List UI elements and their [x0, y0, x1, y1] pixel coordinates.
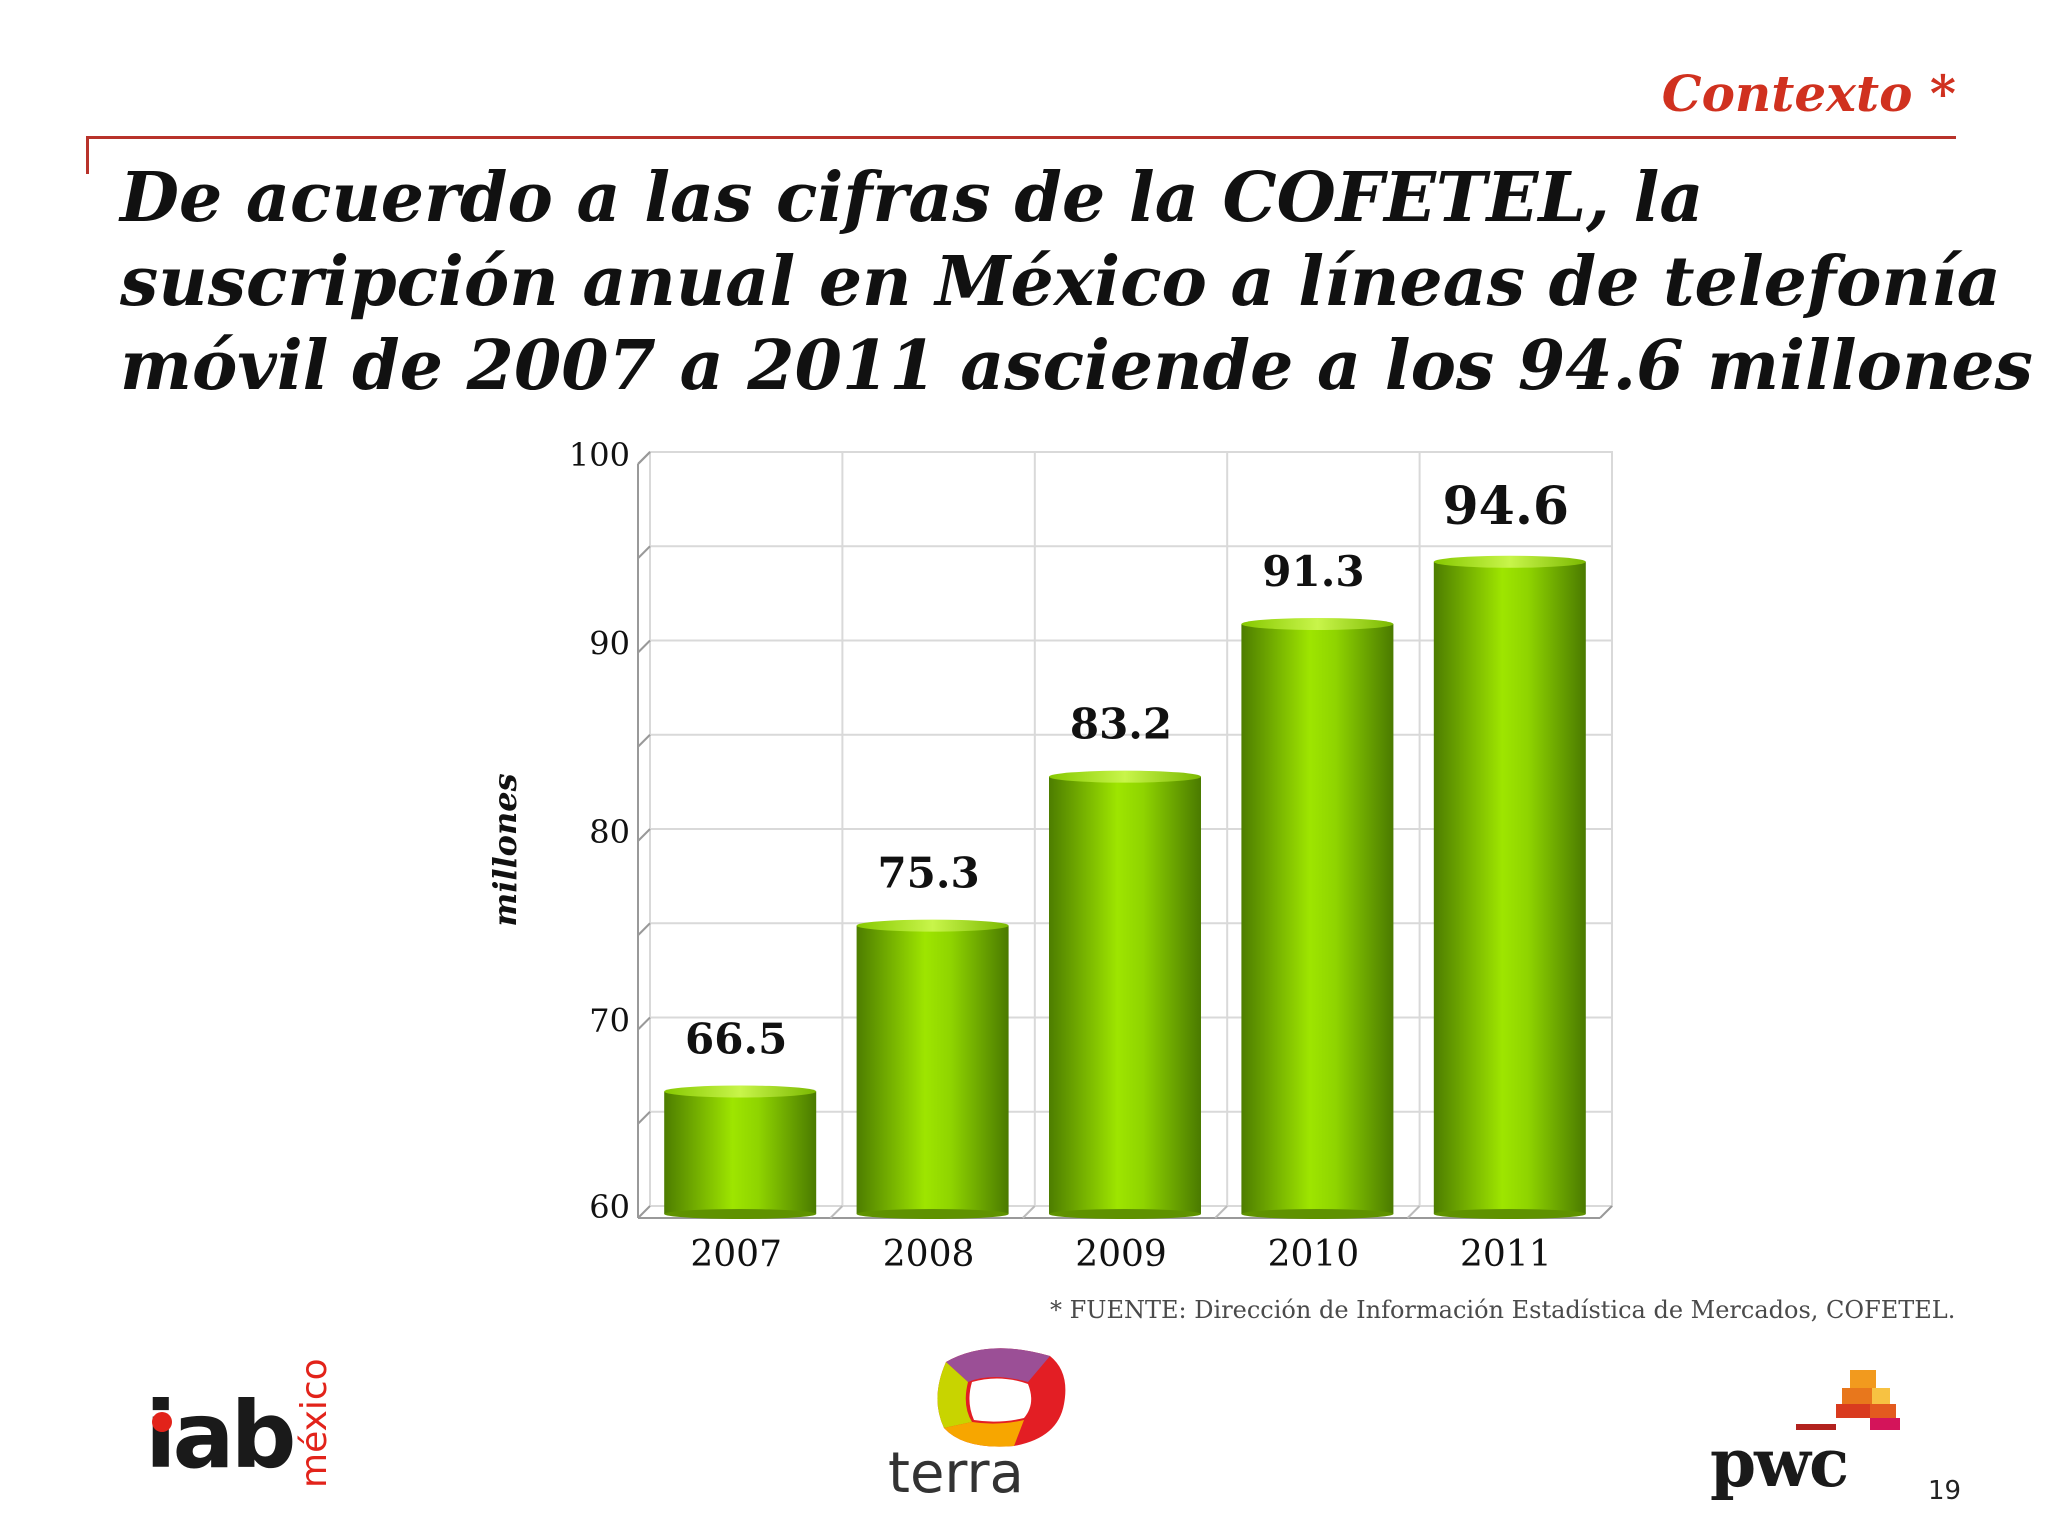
- floor-divider: [1022, 1205, 1036, 1219]
- x-axis-depth-edge: [1599, 1205, 1613, 1219]
- bar-cap: [1433, 555, 1586, 568]
- data-label: 75.3: [877, 849, 979, 898]
- bar: [664, 1091, 817, 1214]
- bar-base: [1241, 1209, 1394, 1219]
- headline-line: móvil de 2007 a 2011 asciende a los 94.6…: [120, 326, 2033, 406]
- iab-logo-subtext: méxico: [294, 1358, 335, 1488]
- bar: [856, 925, 1009, 1214]
- terra-logo-text: terra: [888, 1441, 1024, 1506]
- y-tick-label: 100: [569, 436, 630, 474]
- headline: De acuerdo a las cifras de la COFETEL, l…: [120, 156, 2033, 408]
- iab-logo-dot: [152, 1412, 172, 1432]
- y-tick-label: 90: [589, 625, 630, 663]
- data-label: 83.2: [1070, 700, 1172, 749]
- iab-logo-text: iab: [145, 1382, 296, 1489]
- x-tick-label: 2008: [883, 1234, 975, 1275]
- y-axis-tick: [637, 828, 651, 842]
- terra-logo-mark: [937, 1348, 1066, 1447]
- bar-cap: [664, 1085, 817, 1098]
- y-axis-tick: [637, 451, 651, 465]
- headline-line: suscripción anual en México a líneas de …: [120, 242, 2001, 322]
- y-axis-tick: [637, 734, 651, 748]
- bar-cap: [1049, 770, 1201, 783]
- source-note: * FUENTE: Dirección de Información Estad…: [1050, 1296, 1956, 1324]
- y-axis-tick: [637, 1205, 651, 1219]
- pwc-logo-mark: [1796, 1370, 1900, 1430]
- data-label: 91.3: [1262, 547, 1364, 596]
- y-tick-label: 70: [589, 1002, 630, 1040]
- bar: [1433, 561, 1586, 1214]
- x-tick-label: 2007: [690, 1234, 782, 1275]
- bar: [1049, 776, 1201, 1214]
- y-axis-tick: [637, 1016, 651, 1031]
- floor-divider: [1214, 1205, 1228, 1219]
- bar-base: [1049, 1209, 1201, 1219]
- floor-divider: [829, 1205, 844, 1219]
- x-tick-label: 2009: [1075, 1234, 1167, 1275]
- y-axis-tick: [637, 639, 651, 654]
- y-axis-tick: [637, 545, 651, 559]
- terra-logo: terra: [880, 1342, 1110, 1512]
- bar-base: [856, 1209, 1009, 1219]
- y-tick-label: 80: [589, 813, 630, 851]
- x-tick-label: 2011: [1460, 1234, 1552, 1275]
- section-label: Contexto *: [1661, 64, 1956, 123]
- y-axis-label: millones: [486, 773, 524, 926]
- data-label: 94.6: [1442, 476, 1569, 537]
- bar: [1241, 623, 1394, 1214]
- y-axis-tick: [637, 1111, 651, 1125]
- bar-base: [664, 1209, 817, 1219]
- header-rule-corner: [86, 136, 89, 174]
- bar-cap: [1241, 617, 1394, 630]
- y-tick-label: 60: [589, 1188, 630, 1226]
- pwc-logo-text: pwc: [1710, 1424, 1849, 1502]
- x-tick-label: 2010: [1268, 1234, 1360, 1275]
- headline-line: De acuerdo a las cifras de la COFETEL, l…: [120, 158, 1704, 238]
- header-rule: [86, 136, 1956, 139]
- bar-cap: [856, 919, 1009, 932]
- bar-base: [1433, 1209, 1586, 1219]
- page-number: 19: [1928, 1476, 1962, 1506]
- y-axis-tick: [637, 922, 651, 936]
- iab-mexico-logo: iab méxico: [145, 1350, 345, 1500]
- data-label: 66.5: [685, 1014, 787, 1063]
- pwc-logo: pwc: [1710, 1370, 1910, 1510]
- floor-divider: [1406, 1205, 1421, 1219]
